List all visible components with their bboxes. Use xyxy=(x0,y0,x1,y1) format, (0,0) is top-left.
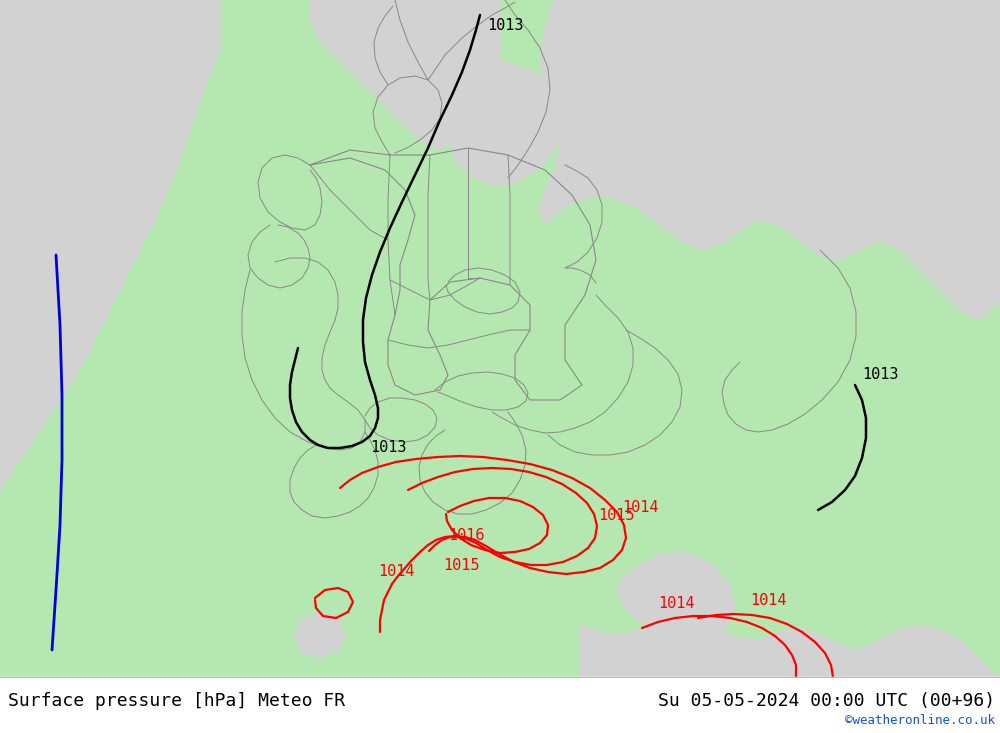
Text: 1013: 1013 xyxy=(487,18,524,33)
Text: 1014: 1014 xyxy=(622,499,658,515)
Polygon shape xyxy=(448,60,565,185)
Text: 1014: 1014 xyxy=(750,593,786,608)
Text: 1015: 1015 xyxy=(598,509,635,523)
Text: Su 05-05-2024 00:00 UTC (00+96): Su 05-05-2024 00:00 UTC (00+96) xyxy=(658,692,995,710)
Polygon shape xyxy=(390,80,425,115)
Text: 1013: 1013 xyxy=(370,440,406,455)
Text: ©weatheronline.co.uk: ©weatheronline.co.uk xyxy=(845,714,995,727)
Polygon shape xyxy=(580,618,1000,733)
Polygon shape xyxy=(0,0,220,490)
Text: Surface pressure [hPa] Meteo FR: Surface pressure [hPa] Meteo FR xyxy=(8,692,345,710)
Polygon shape xyxy=(435,55,465,82)
Polygon shape xyxy=(295,612,345,658)
Polygon shape xyxy=(618,552,735,640)
Text: 1014: 1014 xyxy=(658,596,694,611)
Polygon shape xyxy=(540,0,1000,320)
Text: 1015: 1015 xyxy=(443,559,480,573)
Text: 1013: 1013 xyxy=(862,367,898,382)
Polygon shape xyxy=(310,0,500,150)
Text: 1014: 1014 xyxy=(378,564,415,580)
Bar xyxy=(0,677,1000,733)
Text: 1016: 1016 xyxy=(448,528,484,542)
